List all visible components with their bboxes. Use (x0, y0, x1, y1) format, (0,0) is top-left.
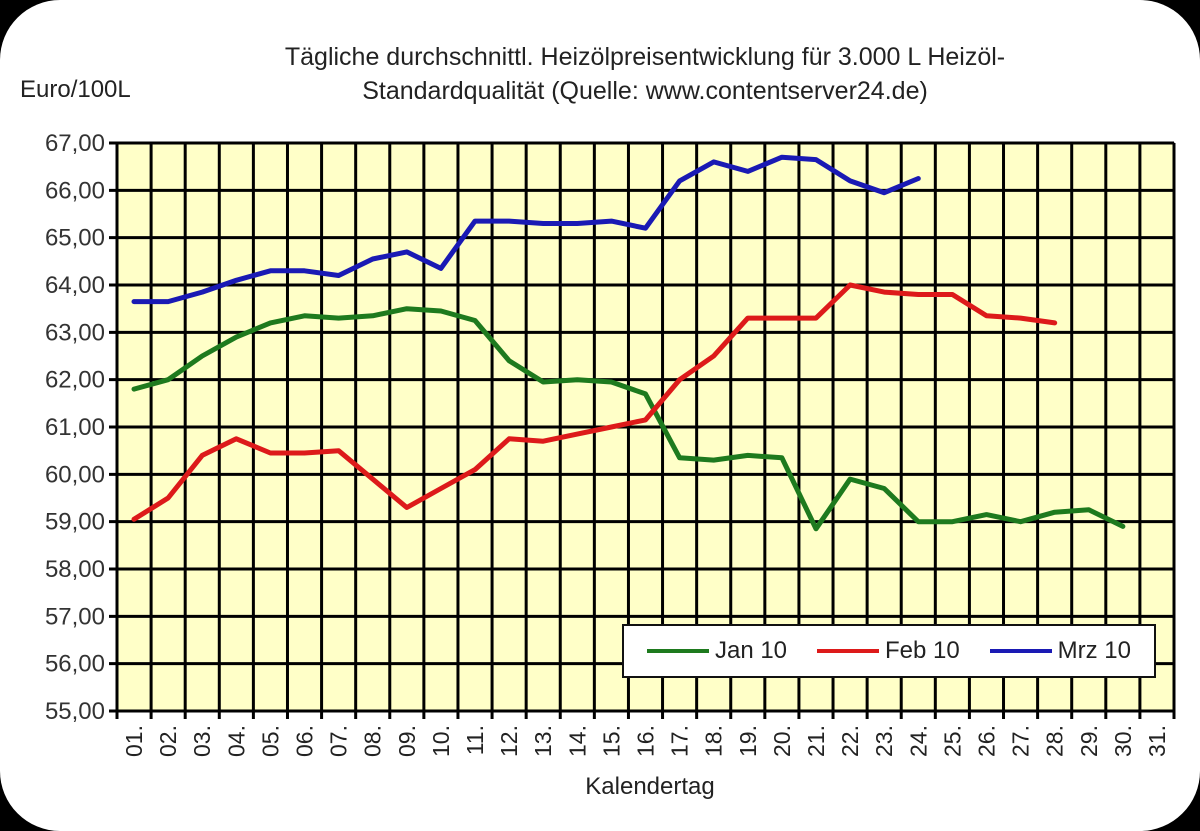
legend-item-jan: Jan 10 (646, 637, 788, 665)
series-line-feb-10 (131, 282, 1058, 522)
x-tick-label: 07. (326, 725, 352, 757)
y-tick-label: 64,00 (45, 272, 105, 299)
x-tick-label: 14. (564, 725, 590, 757)
x-tick-label: 28. (1042, 725, 1068, 757)
legend-label-feb: Feb 10 (884, 637, 960, 664)
x-tick-label: 03. (189, 725, 215, 757)
x-tick-label: 26. (973, 725, 999, 757)
y-tick-label: 67,00 (45, 130, 105, 157)
x-tick-label: 05. (257, 725, 283, 757)
y-tick-label: 65,00 (45, 225, 105, 252)
legend-item-feb: Feb 10 (816, 637, 960, 665)
x-tick-label: 16. (633, 725, 659, 757)
x-tick-label: 25. (939, 725, 965, 757)
legend: Jan 10 Feb 10 Mrz 10 (622, 624, 1156, 678)
y-tick-label: 62,00 (45, 367, 105, 394)
legend-swatch-mrz (989, 649, 1052, 653)
y-tick-label: 57,00 (45, 603, 105, 630)
y-tick-label: 55,00 (45, 698, 105, 725)
legend-swatch-feb (816, 649, 879, 653)
y-tick-label: 56,00 (45, 651, 105, 678)
x-tick-label: 02. (155, 725, 181, 757)
series-line-mrz-10 (131, 154, 921, 305)
x-tick-label: 27. (1008, 725, 1034, 757)
x-tick-label: 09. (394, 725, 420, 757)
chart-title: Tägliche durchschnittl. Heizölpreisentwi… (160, 40, 1130, 108)
legend-label-mrz: Mrz 10 (1057, 637, 1132, 664)
y-tick-label: 60,00 (45, 461, 105, 488)
x-tick-label: 29. (1076, 725, 1102, 757)
x-tick-label: 04. (223, 725, 249, 757)
x-tick-label: 24. (905, 725, 931, 757)
chart-title-line-1: Tägliche durchschnittl. Heizölpreisentwi… (284, 43, 1006, 71)
x-tick-label: 01. (121, 725, 147, 757)
x-tick-label: 08. (360, 725, 386, 757)
x-tick-label: 06. (292, 725, 318, 757)
x-tick-label: 19. (735, 725, 761, 757)
x-tick-label: 17. (667, 725, 693, 757)
legend-swatch-jan (646, 649, 709, 653)
x-axis-label: Kalendertag (585, 773, 715, 800)
x-tick-label: 30. (1110, 725, 1136, 757)
x-tick-label: 21. (803, 725, 829, 757)
y-tick-label: 58,00 (45, 556, 105, 583)
y-axis-label: Euro/100L (20, 76, 131, 103)
legend-item-mrz: Mrz 10 (989, 637, 1132, 665)
y-tick-label: 59,00 (45, 509, 105, 536)
x-tick-label: 13. (530, 725, 556, 757)
series-line-jan-10 (131, 306, 1126, 532)
legend-label-jan: Jan 10 (714, 637, 788, 664)
x-tick-label: 18. (701, 725, 727, 757)
x-tick-label: 15. (598, 725, 624, 757)
x-tick-label: 31. (1144, 725, 1170, 757)
y-tick-label: 61,00 (45, 414, 105, 441)
y-tick-label: 63,00 (45, 319, 105, 346)
x-tick-label: 23. (871, 725, 897, 757)
x-tick-label: 22. (837, 725, 863, 757)
x-tick-label: 11. (462, 725, 488, 755)
x-tick-label: 10. (428, 725, 454, 757)
x-tick-label: 12. (496, 725, 522, 757)
chart-title-line-2: Standardqualität (Quelle: www.contentser… (362, 77, 928, 105)
x-tick-label: 20. (769, 725, 795, 757)
y-tick-label: 66,00 (45, 177, 105, 204)
